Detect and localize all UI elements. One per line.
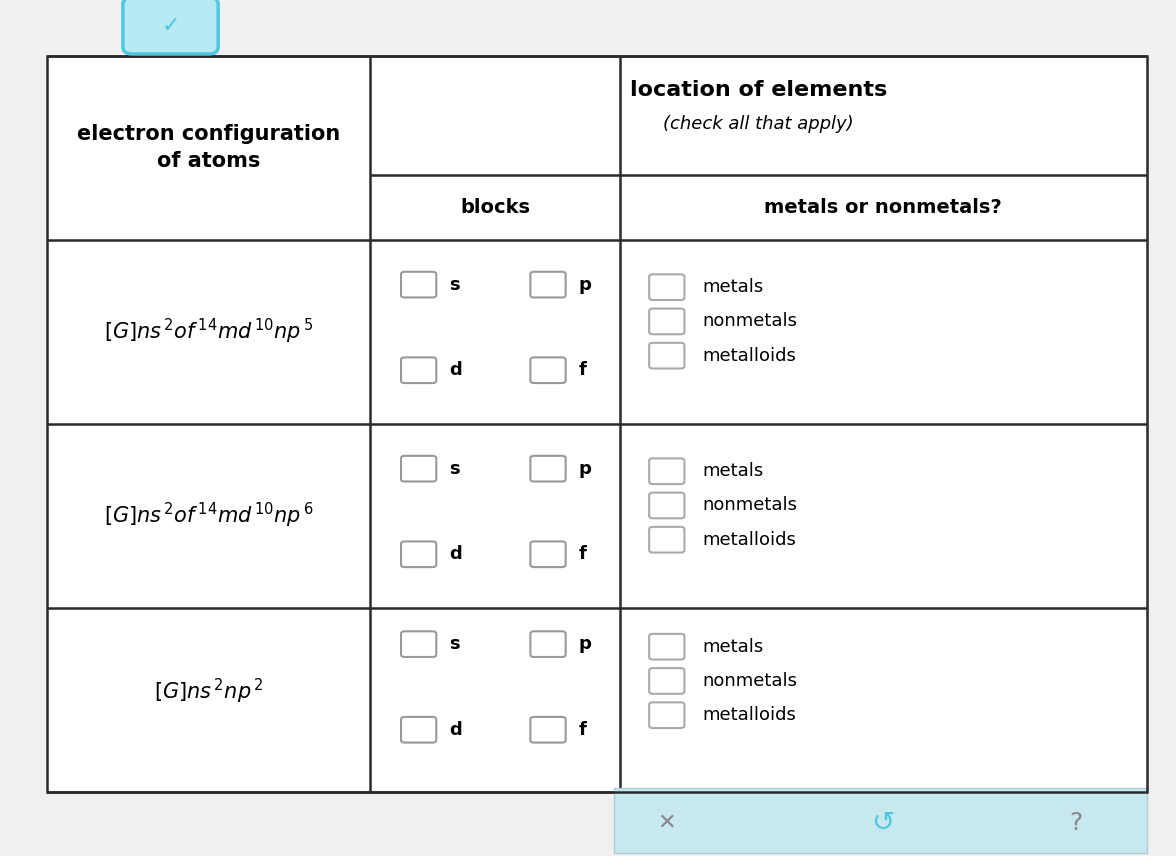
FancyBboxPatch shape [401,358,436,383]
Text: metalloids: metalloids [702,531,796,549]
Text: metals: metals [702,278,763,296]
Text: ↺: ↺ [871,809,895,836]
FancyBboxPatch shape [530,358,566,383]
Text: metalloids: metalloids [702,347,796,365]
FancyBboxPatch shape [401,271,436,297]
Text: nonmetals: nonmetals [702,672,797,690]
FancyBboxPatch shape [649,668,684,693]
FancyBboxPatch shape [530,542,566,568]
Text: p: p [579,635,592,653]
FancyBboxPatch shape [530,456,566,482]
Text: ?: ? [1069,811,1083,835]
Text: f: f [579,361,587,379]
Text: f: f [579,721,587,739]
Text: ✕: ✕ [657,812,676,833]
FancyBboxPatch shape [649,634,684,659]
Text: metals: metals [702,638,763,656]
FancyBboxPatch shape [649,274,684,300]
FancyBboxPatch shape [401,542,436,568]
FancyBboxPatch shape [530,271,566,297]
Text: nonmetals: nonmetals [702,312,797,330]
Text: $\mathit{[G]ns^{\,2}of^{\,14}md^{\,10}np^{\,5}}$: $\mathit{[G]ns^{\,2}of^{\,14}md^{\,10}np… [103,317,314,347]
FancyBboxPatch shape [530,632,566,657]
Text: d: d [449,545,462,563]
Text: s: s [449,276,460,294]
Text: p: p [579,276,592,294]
FancyBboxPatch shape [649,342,684,368]
Text: s: s [449,635,460,653]
Text: blocks: blocks [460,198,530,217]
Text: (check all that apply): (check all that apply) [663,115,854,134]
Text: ✓: ✓ [161,15,180,36]
Text: metals: metals [702,462,763,480]
FancyBboxPatch shape [122,0,219,54]
Bar [47,56,1147,792]
Text: s: s [449,460,460,478]
FancyBboxPatch shape [401,632,436,657]
Text: nonmetals: nonmetals [702,496,797,514]
FancyBboxPatch shape [649,309,684,334]
Bar [614,788,1147,853]
Text: $\mathit{[G]ns^{\,2}of^{\,14}md^{\,10}np^{\,6}}$: $\mathit{[G]ns^{\,2}of^{\,14}md^{\,10}np… [103,501,314,531]
Bar [614,788,1147,853]
Text: location of elements: location of elements [630,80,887,100]
Bar [47,56,1147,792]
Text: $\mathit{[G]ns^{\,2}np^{\,2}}$: $\mathit{[G]ns^{\,2}np^{\,2}}$ [154,676,263,706]
FancyBboxPatch shape [401,717,436,743]
FancyBboxPatch shape [401,456,436,482]
FancyBboxPatch shape [649,702,684,728]
Text: electron configuration
of atoms: electron configuration of atoms [78,124,340,171]
FancyBboxPatch shape [530,717,566,743]
Text: p: p [579,460,592,478]
Text: metals or nonmetals?: metals or nonmetals? [764,198,1002,217]
Text: f: f [579,545,587,563]
Text: metalloids: metalloids [702,706,796,724]
FancyBboxPatch shape [649,527,684,553]
FancyBboxPatch shape [649,493,684,519]
FancyBboxPatch shape [649,459,684,484]
Text: d: d [449,361,462,379]
Text: d: d [449,721,462,739]
